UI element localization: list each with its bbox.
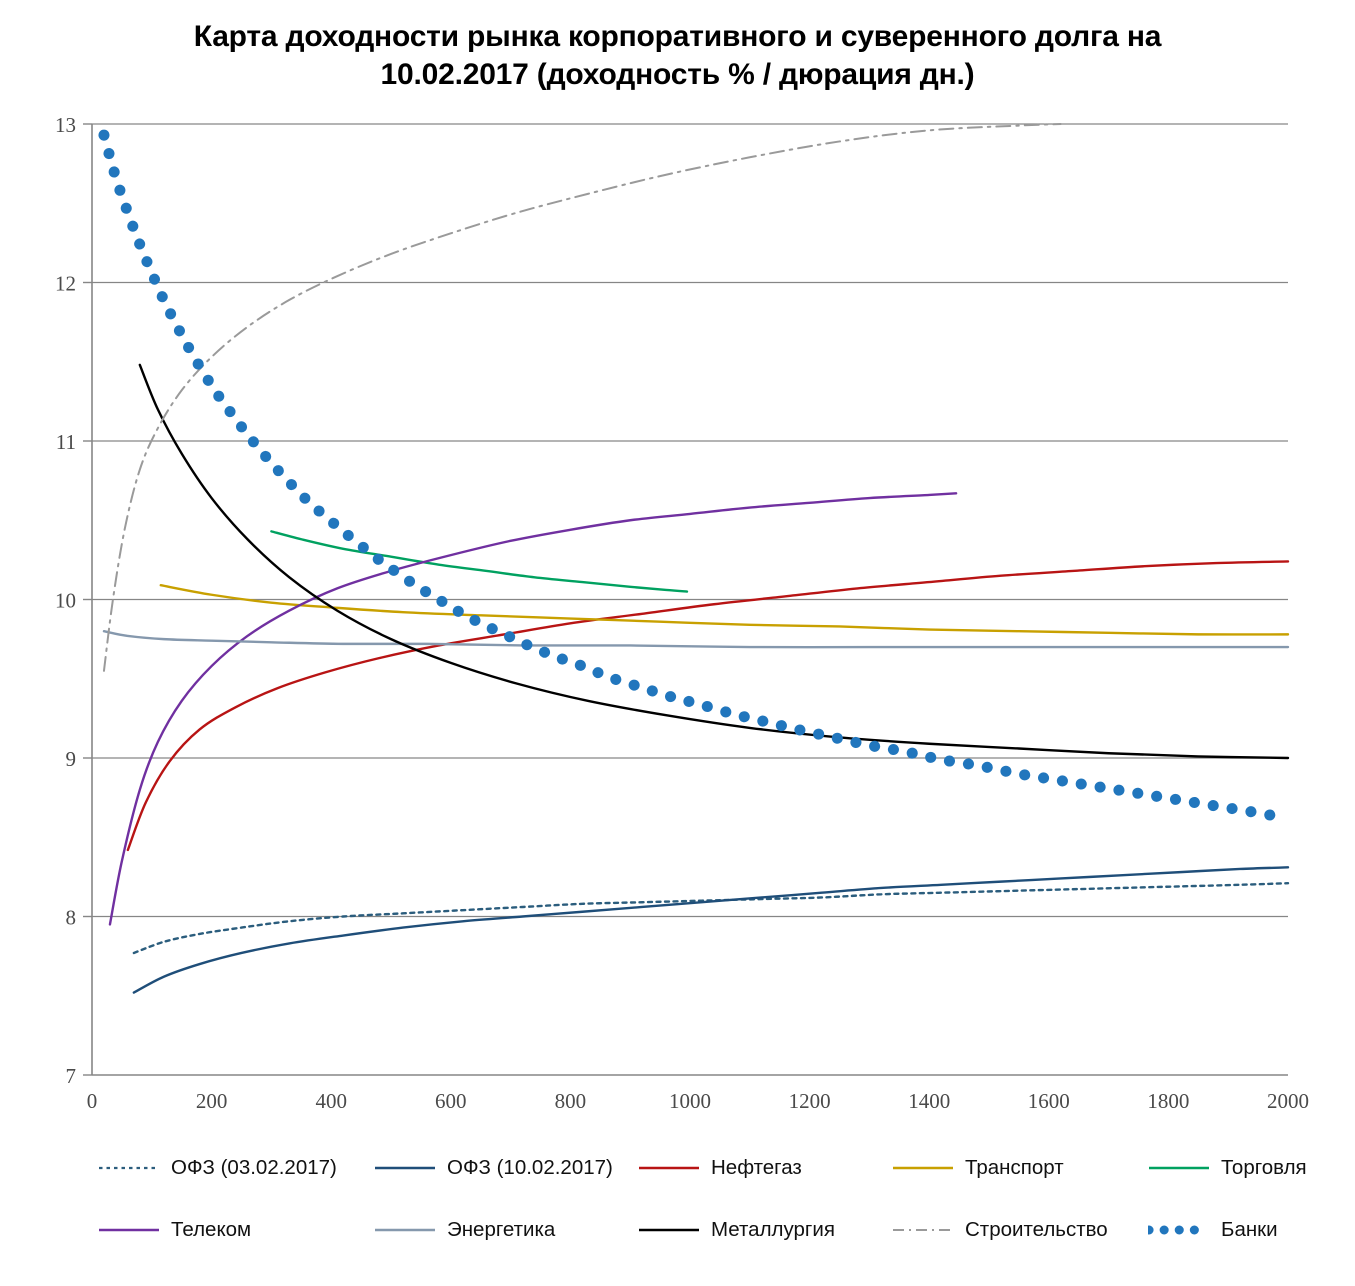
y-axis-tick-label: 10 xyxy=(55,589,76,613)
y-axis-tick-label: 7 xyxy=(66,1064,77,1088)
legend-item-label: ОФЗ (10.02.2017) xyxy=(447,1156,613,1179)
legend-swatch-icon xyxy=(638,1223,700,1237)
chart-legend: ОФЗ (03.02.2017) ОФЗ (10.02.2017) Нефтегаз… xyxy=(0,1140,1355,1264)
y-axis-tick-label: 8 xyxy=(66,906,77,930)
series-6 xyxy=(102,630,1290,649)
series-4 xyxy=(270,530,689,593)
legend-item[interactable]: ОФЗ (10.02.2017) xyxy=(374,1156,613,1180)
x-axis-tick-label: 1600 xyxy=(1028,1089,1070,1113)
series-9 xyxy=(98,129,1294,824)
series-8 xyxy=(102,123,1062,672)
legend-swatch-icon xyxy=(98,1223,160,1237)
x-axis-tick-label: 1400 xyxy=(908,1089,950,1113)
chart-title-line-2: 10.02.2017 (доходность % / дюрация дн.) xyxy=(380,58,975,92)
legend-item[interactable]: Нефтегаз xyxy=(638,1156,802,1180)
legend-item[interactable]: Телеком xyxy=(98,1218,251,1242)
legend-item-label: Металлургия xyxy=(711,1218,835,1241)
series-7 xyxy=(138,363,1290,760)
chart-title-line-1: Карта доходности рынка корпоративного и … xyxy=(193,20,1162,53)
y-axis-tick-label: 13 xyxy=(55,113,76,137)
legend-swatch-icon xyxy=(1148,1161,1210,1175)
legend-item-label: Банки xyxy=(1221,1218,1278,1241)
x-axis-tick-label: 1800 xyxy=(1147,1089,1189,1113)
legend-swatch-icon xyxy=(892,1223,954,1237)
y-axis-tick-label: 11 xyxy=(56,430,76,454)
x-axis-tick-label: 400 xyxy=(315,1089,347,1113)
legend-item-label: Строительство xyxy=(965,1218,1108,1241)
legend-item-label: Торговля xyxy=(1221,1156,1307,1179)
legend-item[interactable]: Транспорт xyxy=(892,1156,1064,1180)
x-axis-tick-label: 600 xyxy=(435,1089,467,1113)
legend-item-label: Нефтегаз xyxy=(711,1156,802,1179)
series-5 xyxy=(108,492,958,926)
x-axis-tick-label: 800 xyxy=(555,1089,587,1113)
legend-item[interactable]: Банки xyxy=(1148,1218,1278,1242)
legend-item[interactable]: Энергетика xyxy=(374,1218,555,1242)
x-axis-tick-label: 2000 xyxy=(1267,1089,1309,1113)
legend-swatch-icon xyxy=(638,1161,700,1175)
x-axis-tick-label: 1200 xyxy=(789,1089,831,1113)
series-group xyxy=(98,123,1294,994)
chart-canvas: 7 8 9 10 11 12 13 0 200 400 600 800 1000 1200 1400 1600… xyxy=(55,113,1309,1113)
y-axis-tick-label: 12 xyxy=(55,272,76,296)
legend-item[interactable]: Строительство xyxy=(892,1218,1108,1242)
legend-swatch-icon xyxy=(98,1161,160,1175)
x-axis-tick-label: 0 xyxy=(87,1089,98,1113)
legend-item[interactable]: Металлургия xyxy=(638,1218,835,1242)
legend-item-label: ОФЗ (03.02.2017) xyxy=(171,1156,337,1179)
x-axis-tick-label: 1000 xyxy=(669,1089,711,1113)
chart-title: Карта доходности рынка корпоративного и … xyxy=(0,18,1355,95)
legend-item[interactable]: Торговля xyxy=(1148,1156,1307,1180)
y-axis-tick-label: 9 xyxy=(66,747,77,771)
legend-row: Телеком Энергетика Металлургия Строительств… xyxy=(0,1202,1355,1264)
series-3 xyxy=(159,584,1290,636)
series-1 xyxy=(132,866,1290,994)
series-0 xyxy=(132,882,1290,955)
legend-swatch-icon xyxy=(1148,1223,1210,1237)
legend-item[interactable]: ОФЗ (03.02.2017) xyxy=(98,1156,337,1180)
legend-item-label: Транспорт xyxy=(965,1156,1064,1179)
legend-item-label: Телеком xyxy=(171,1218,252,1241)
legend-swatch-icon xyxy=(374,1161,436,1175)
legend-item-label: Энергетика xyxy=(447,1218,556,1241)
legend-swatch-icon xyxy=(374,1223,436,1237)
legend-row: ОФЗ (03.02.2017) ОФЗ (10.02.2017) Нефтегаз… xyxy=(0,1140,1355,1202)
x-axis-tick-label: 200 xyxy=(196,1089,228,1113)
legend-swatch-icon xyxy=(892,1161,954,1175)
